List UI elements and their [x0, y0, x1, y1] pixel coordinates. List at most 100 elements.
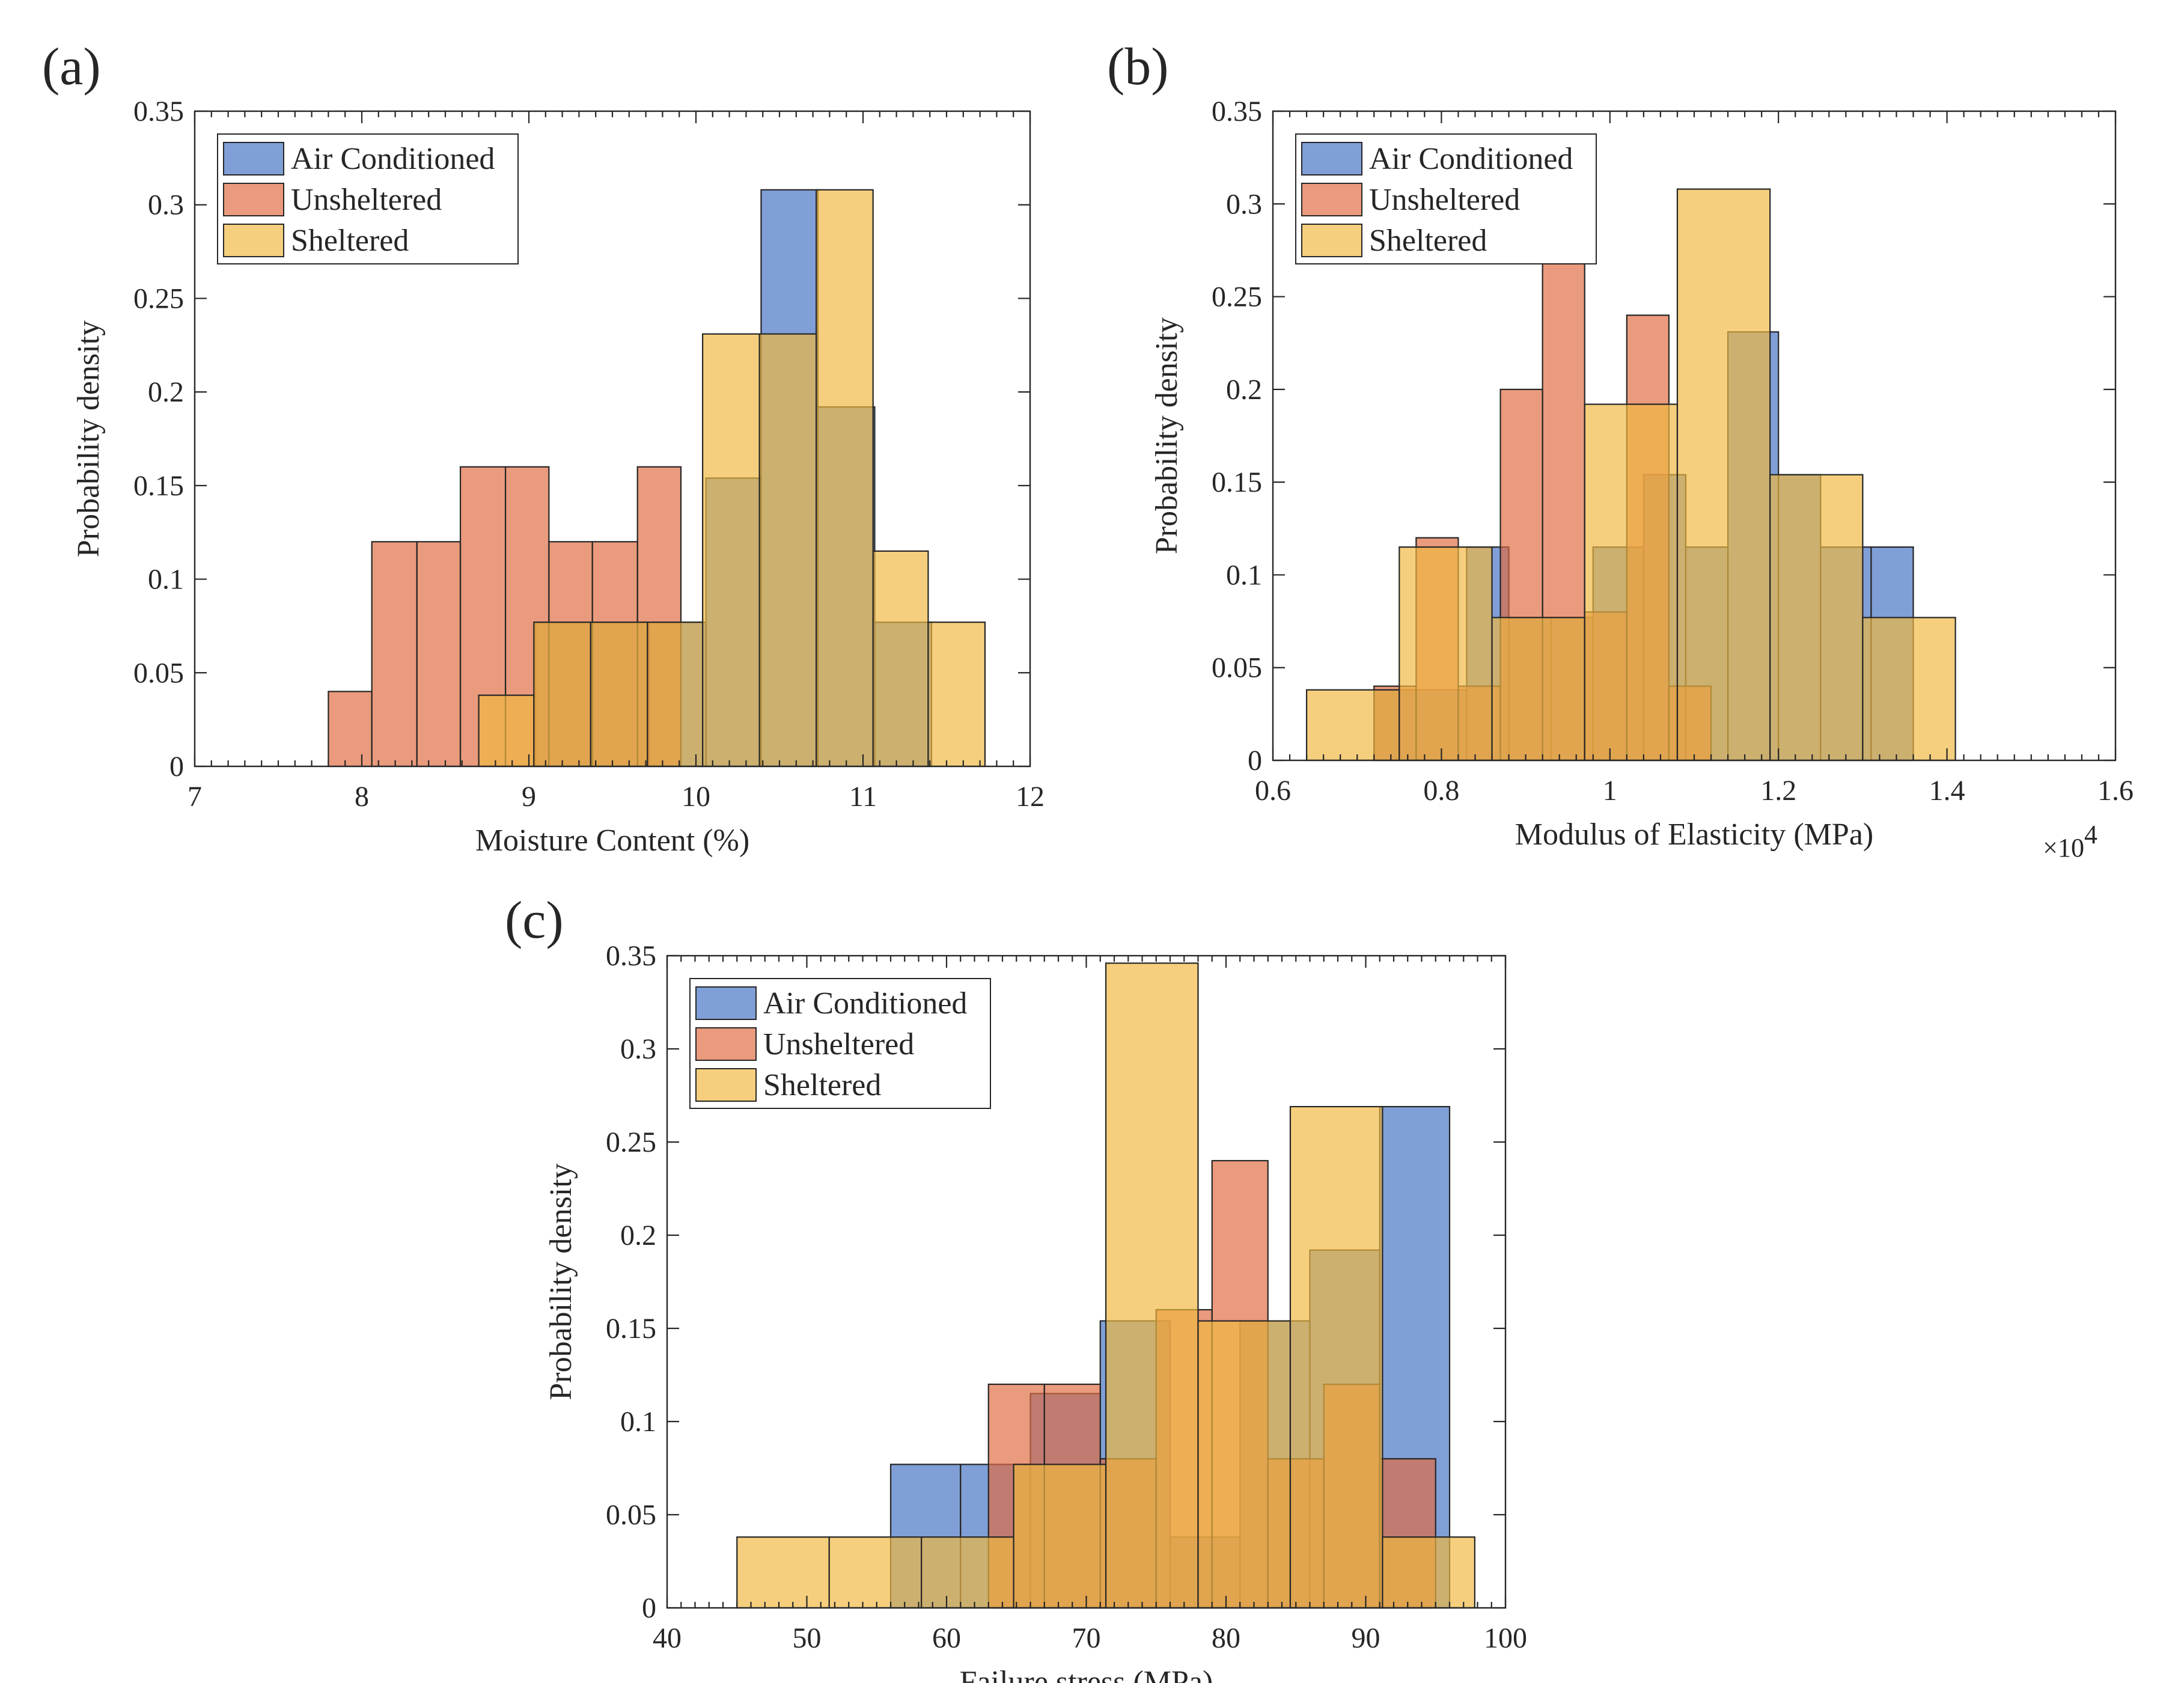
histogram-bar — [647, 622, 704, 768]
legend-swatch-air-conditioned — [695, 986, 757, 1020]
y-tick-label: 0.15 — [606, 1313, 656, 1345]
legend: Air Conditioned Unsheltered Sheltered — [689, 978, 991, 1109]
x-tick-label: 70 — [1072, 1622, 1101, 1654]
y-tick-label: 0.3 — [1226, 188, 1262, 220]
histogram-bar — [1491, 617, 1585, 762]
histogram-bar — [816, 189, 874, 768]
x-tick-label: 100 — [1484, 1622, 1527, 1654]
x-tick-label: 0.8 — [1423, 775, 1459, 807]
legend-label-air-conditioned: Air Conditioned — [291, 142, 495, 176]
x-tick-label: 80 — [1212, 1622, 1240, 1654]
x-tick-label: 1.4 — [1929, 775, 1965, 807]
histogram-bar — [927, 622, 986, 768]
x-tick-label: 9 — [522, 781, 536, 813]
x-axis-title: Moisture Content (%) — [475, 823, 749, 858]
histogram-bar — [1305, 689, 1400, 762]
y-tick-label: 0.3 — [620, 1033, 656, 1065]
y-tick-label: 0.25 — [606, 1126, 656, 1158]
x-tick-label: 10 — [682, 781, 710, 813]
legend-label-air-conditioned: Air Conditioned — [1369, 142, 1573, 176]
chart-panel-c: (c) 40 50 60 70 80 90 100 0 0.05 0.1 0.15 0.2 0.25 0.3… — [505, 891, 1527, 1683]
histogram-bar — [1105, 962, 1199, 1609]
legend: Air Conditioned Unsheltered Sheltered — [1295, 133, 1597, 264]
y-tick-label: 0.3 — [148, 189, 184, 221]
legend-label-unsheltered: Unsheltered — [291, 183, 442, 217]
legend-swatch-air-conditioned — [1301, 142, 1362, 176]
histogram-bar — [702, 333, 760, 768]
panel-label: (b) — [1107, 38, 1169, 96]
histogram-bar — [371, 541, 418, 768]
y-tick-label: 0.2 — [1226, 374, 1262, 406]
x-axis-exponent: ×104 — [2043, 820, 2097, 863]
histogram-bars — [1305, 188, 1956, 762]
x-tick-label: 0.6 — [1255, 775, 1291, 807]
y-tick-label: 0.15 — [133, 470, 184, 502]
y-tick-label: 0 — [642, 1592, 656, 1624]
y-tick-label: 0.05 — [606, 1499, 656, 1531]
x-tick-label: 1.2 — [1760, 775, 1796, 807]
y-axis-title: Probability density — [72, 320, 106, 557]
legend-swatch-air-conditioned — [223, 142, 284, 176]
panel-label: (c) — [505, 891, 564, 950]
x-tick-label: 60 — [932, 1622, 961, 1654]
x-tick-label: 90 — [1352, 1622, 1380, 1654]
histogram-bar — [872, 550, 929, 768]
histogram-bar — [921, 1536, 1014, 1609]
histogram-bar — [328, 691, 373, 768]
histogram-bar — [533, 622, 591, 768]
y-tick-label: 0.1 — [620, 1406, 656, 1438]
histogram-bar — [1013, 1464, 1107, 1609]
x-tick-label: 1.6 — [2097, 775, 2134, 807]
y-tick-label: 0.35 — [1212, 96, 1262, 127]
histogram-bar — [1382, 1536, 1475, 1609]
histogram-bars — [328, 189, 986, 768]
chart-panel-a: (a) 7 8 9 10 11 12 0 0.05 0.1 0.15 0.2 0.25 0.3 0.35 Mo… — [42, 38, 1045, 858]
y-tick-label: 0 — [1248, 745, 1262, 777]
x-tick-label: 40 — [653, 1622, 682, 1654]
histogram-bar — [590, 622, 648, 768]
legend-label-sheltered: Sheltered — [291, 224, 409, 258]
series-sheltered — [1305, 188, 1956, 762]
x-tick-label: 12 — [1016, 781, 1045, 813]
legend-label-unsheltered: Unsheltered — [1369, 183, 1520, 217]
histogram-bar — [416, 541, 462, 768]
x-tick-label: 7 — [188, 781, 202, 813]
histogram-bar — [828, 1536, 923, 1609]
legend-swatch-sheltered — [695, 1068, 757, 1102]
histogram-bar — [1399, 546, 1493, 762]
y-tick-label: 0 — [169, 751, 184, 783]
series-sheltered — [478, 189, 986, 768]
x-axis-title: Modulus of Elasticity (MPa) — [1515, 817, 1874, 852]
legend-swatch-unsheltered — [695, 1027, 757, 1061]
y-tick-label: 0.35 — [133, 96, 184, 127]
x-tick-label: 8 — [355, 781, 369, 813]
histogram-bar — [758, 333, 817, 768]
legend-swatch-sheltered — [1301, 224, 1362, 257]
y-tick-label: 0.2 — [148, 376, 184, 408]
y-tick-label: 0.25 — [1212, 281, 1262, 313]
x-tick-label: 1 — [1603, 775, 1617, 807]
y-tick-label: 0.1 — [148, 564, 184, 596]
histogram-bar — [1584, 403, 1679, 762]
y-axis-title: Probability density — [544, 1163, 578, 1400]
legend-swatch-unsheltered — [1301, 183, 1362, 216]
y-tick-label: 0.25 — [133, 283, 184, 314]
y-tick-label: 0.2 — [620, 1220, 656, 1251]
panel-label: (a) — [42, 38, 101, 96]
legend-label-sheltered: Sheltered — [1369, 224, 1487, 258]
histogram-bar — [1769, 474, 1864, 762]
y-tick-label: 0.05 — [1212, 652, 1262, 684]
series-sheltered — [736, 962, 1475, 1609]
histogram-bars — [736, 962, 1475, 1609]
y-tick-label: 0.1 — [1226, 559, 1262, 591]
x-tick-label: 11 — [849, 781, 877, 813]
legend-label-air-conditioned: Air Conditioned — [763, 986, 967, 1021]
y-tick-label: 0.05 — [133, 657, 184, 689]
legend-swatch-sheltered — [223, 224, 284, 257]
legend-label-sheltered: Sheltered — [763, 1068, 881, 1102]
y-axis-title: Probability density — [1150, 317, 1184, 554]
legend: Air Conditioned Unsheltered Sheltered — [217, 133, 519, 264]
y-tick-label: 0.35 — [606, 940, 656, 972]
histogram-bar — [1676, 188, 1771, 762]
